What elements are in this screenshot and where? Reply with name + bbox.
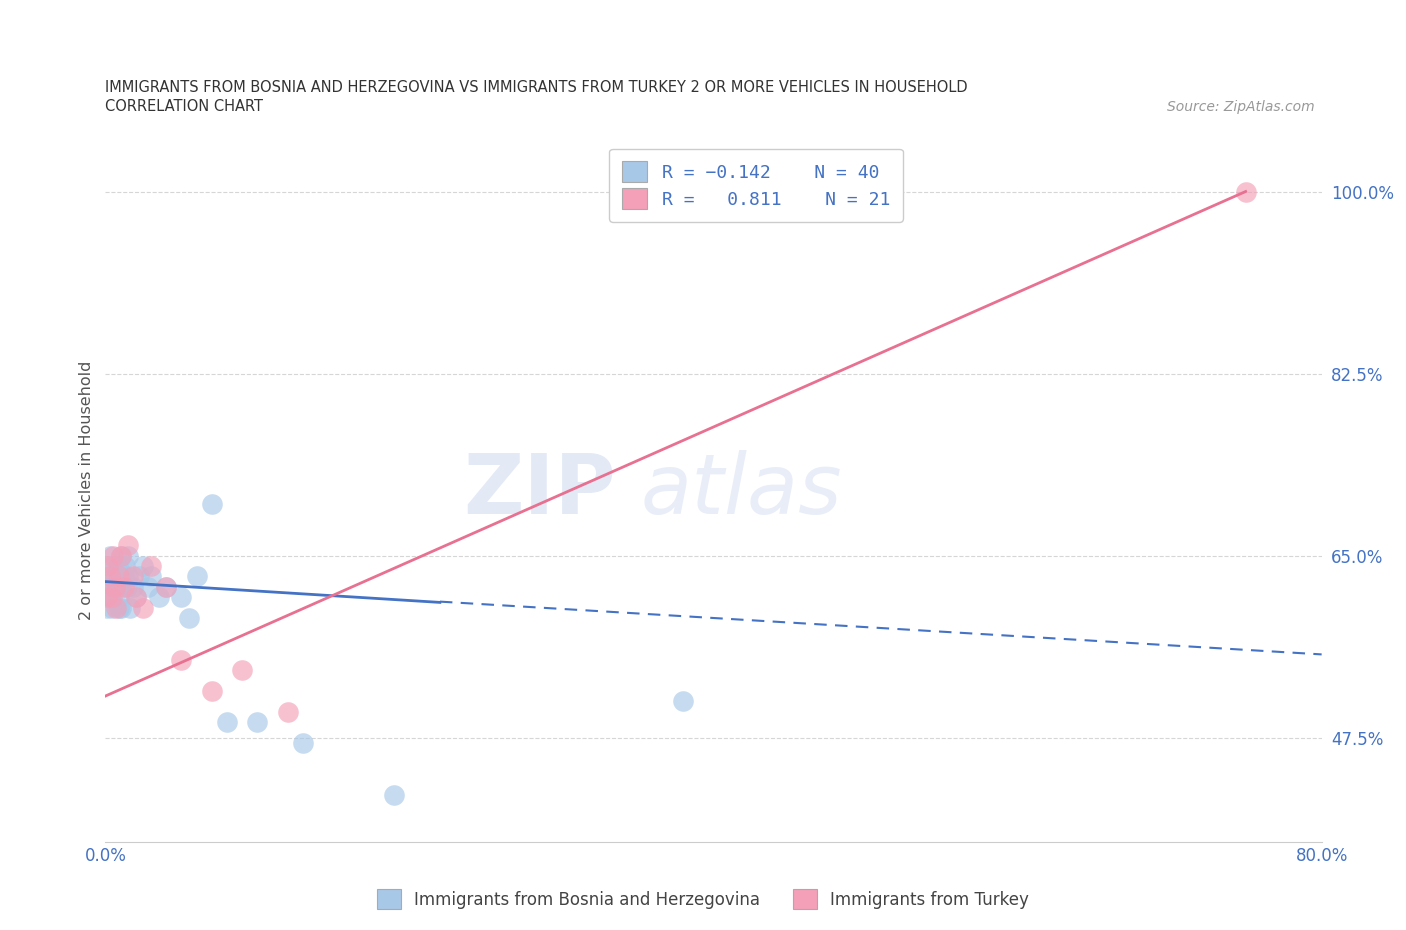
- Point: [108, 590, 131, 604]
- Point: [121, 579, 143, 594]
- Point: [100, 590, 122, 604]
- Legend: R = −0.142    N = 40, R =   0.811    N = 21: R = −0.142 N = 40, R = 0.811 N = 21: [609, 149, 903, 222]
- Point: [107, 559, 129, 574]
- Point: [148, 590, 170, 604]
- Point: [98, 548, 121, 563]
- Point: [110, 600, 132, 615]
- Point: [1234, 184, 1257, 199]
- Point: [125, 590, 148, 604]
- Point: [139, 559, 162, 574]
- Point: [98, 590, 121, 604]
- Point: [277, 704, 299, 719]
- Point: [103, 569, 125, 584]
- Y-axis label: 2 or more Vehicles in Household: 2 or more Vehicles in Household: [79, 361, 94, 620]
- Point: [103, 579, 125, 594]
- Point: [186, 569, 208, 584]
- Point: [101, 548, 124, 563]
- Point: [231, 662, 253, 677]
- Point: [292, 736, 315, 751]
- Point: [101, 579, 124, 594]
- Point: [217, 714, 239, 729]
- Point: [115, 579, 138, 594]
- Point: [112, 579, 135, 594]
- Text: CORRELATION CHART: CORRELATION CHART: [105, 100, 263, 114]
- Point: [136, 579, 159, 594]
- Point: [97, 569, 120, 584]
- Point: [98, 569, 121, 584]
- Point: [128, 569, 150, 584]
- Point: [110, 579, 132, 594]
- Point: [108, 569, 131, 584]
- Point: [117, 548, 139, 563]
- Point: [170, 652, 193, 667]
- Point: [170, 590, 193, 604]
- Text: ZIP: ZIP: [464, 450, 616, 531]
- Point: [177, 611, 200, 626]
- Point: [96, 579, 118, 594]
- Point: [201, 496, 224, 511]
- Point: [201, 684, 224, 698]
- Point: [155, 579, 177, 594]
- Text: atlas: atlas: [641, 450, 842, 531]
- Point: [155, 579, 177, 594]
- Point: [97, 559, 120, 574]
- Point: [110, 548, 132, 563]
- Point: [108, 600, 131, 615]
- Point: [382, 788, 405, 803]
- Point: [246, 714, 269, 729]
- Point: [132, 600, 155, 615]
- Point: [101, 559, 124, 574]
- Point: [125, 590, 148, 604]
- Point: [96, 600, 118, 615]
- Text: IMMIGRANTS FROM BOSNIA AND HERZEGOVINA VS IMMIGRANTS FROM TURKEY 2 OR MORE VEHIC: IMMIGRANTS FROM BOSNIA AND HERZEGOVINA V…: [105, 80, 969, 95]
- Point: [117, 538, 139, 552]
- Point: [112, 569, 135, 584]
- Legend: Immigrants from Bosnia and Herzegovina, Immigrants from Turkey: Immigrants from Bosnia and Herzegovina, …: [368, 881, 1038, 917]
- Point: [114, 559, 136, 574]
- Point: [117, 569, 139, 584]
- Point: [105, 579, 128, 594]
- Point: [107, 579, 129, 594]
- Point: [139, 569, 162, 584]
- Point: [132, 559, 155, 574]
- Point: [96, 590, 118, 604]
- Point: [100, 600, 122, 615]
- Point: [110, 548, 132, 563]
- Point: [121, 569, 143, 584]
- Text: Source: ZipAtlas.com: Source: ZipAtlas.com: [1167, 100, 1315, 114]
- Point: [118, 600, 141, 615]
- Point: [672, 694, 695, 709]
- Point: [105, 600, 128, 615]
